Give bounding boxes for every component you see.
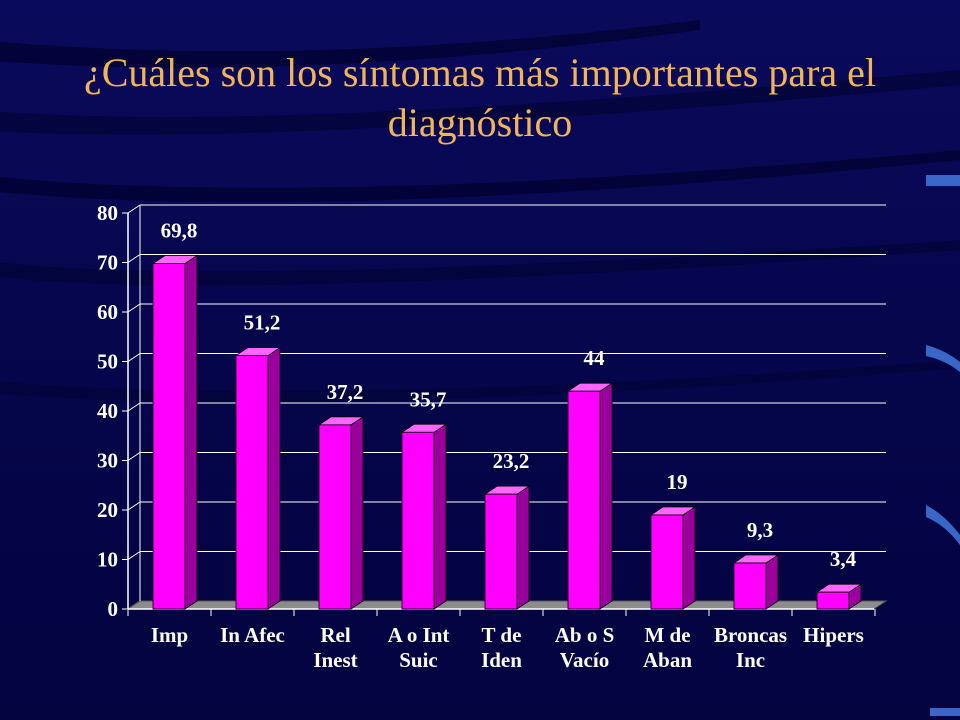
data-label: 23,2 [493,449,530,473]
bar [318,424,352,610]
x-category-label: Hipers [803,623,864,647]
gridline-depth [127,452,141,461]
data-label: 44 [584,346,606,370]
gridline-depth [127,402,141,412]
data-label: 35,7 [410,387,447,411]
y-tick-label: 20 [97,498,118,522]
x-category-label: T de [482,623,522,647]
gridline-depth [127,254,141,263]
x-category-label: Iden [481,648,522,672]
bar [401,431,435,610]
x-category-label: Inc [736,648,765,672]
edge-accent-1 [926,175,960,186]
edge-accent-4 [930,708,960,716]
bar-side [184,254,198,610]
gridline-depth [127,501,141,511]
x-category-label: In Afec [220,623,285,647]
bar-side [599,382,613,610]
bar-side [350,416,364,610]
data-label: 19 [667,470,688,494]
x-category-label: A o Int [388,623,450,647]
bar-side [433,423,447,610]
y-tick-label: 40 [97,399,118,423]
data-label: 9,3 [747,518,773,542]
y-tick-label: 10 [97,548,118,572]
gridline-depth [127,204,141,214]
x-category-label: Ab o S [555,623,615,647]
edge-accent-2 [926,345,960,372]
gridline-depth [127,353,141,362]
gridline-depth [127,551,141,560]
x-category-label: Aban [643,648,692,672]
y-tick-label: 50 [97,350,118,374]
bar-side [516,485,530,610]
x-category-label: M de [644,623,690,647]
bar [484,493,518,610]
bar [567,390,601,610]
data-label: 37,2 [327,380,364,404]
y-tick-label: 0 [108,597,119,621]
x-category-label: Inest [313,648,357,672]
x-category-label: Suic [399,648,438,672]
bar [152,263,186,610]
x-category-label: Imp [151,623,188,647]
y-tick-label: 70 [97,251,118,275]
x-category-label: Broncas [714,623,787,647]
y-tick-label: 60 [97,300,118,324]
data-label: 51,2 [244,311,281,335]
slide-title: ¿Cuáles son los síntomas más importantes… [83,50,877,145]
bar [816,591,850,610]
x-category-label: Vacío [560,648,609,672]
y-tick-label: 80 [97,201,118,225]
bar [235,355,269,610]
bar-side [267,346,281,610]
x-category-label: Rel [320,623,350,647]
bar-side [765,554,779,610]
bar [733,562,767,610]
edge-accent-3 [926,505,960,545]
data-label: 3,4 [830,547,857,571]
gridline-depth [127,303,141,313]
bar [650,514,684,610]
data-label: 69,8 [161,218,198,242]
y-tick-label: 30 [97,449,118,473]
bar-side [682,506,696,610]
